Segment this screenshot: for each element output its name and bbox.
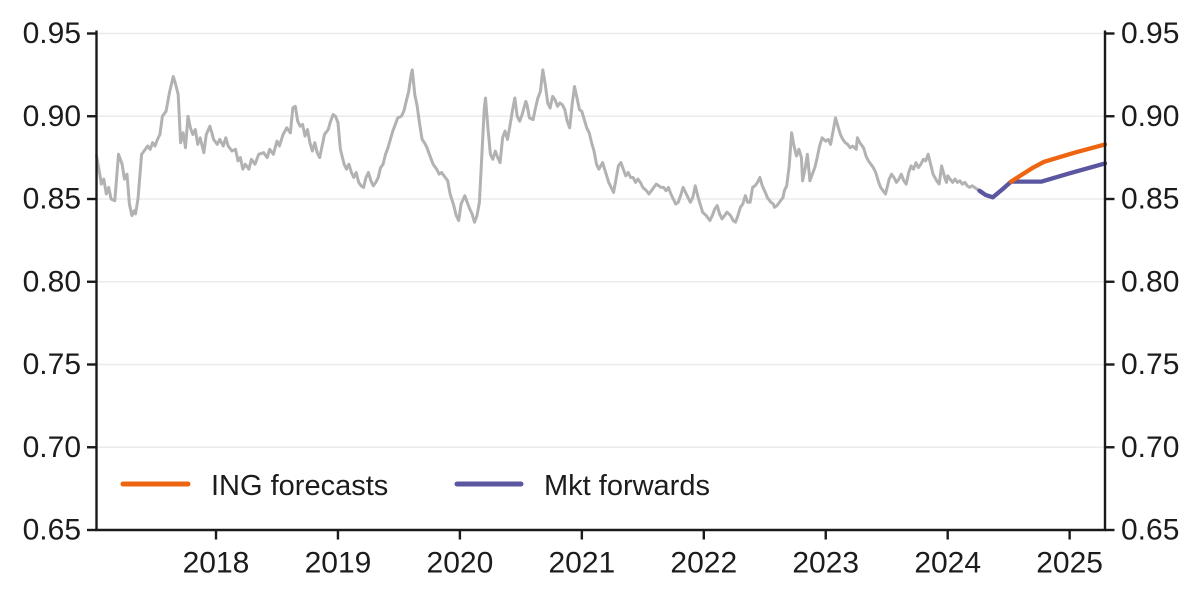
y-tick-label-right: 0.65: [1121, 514, 1179, 547]
legend-label-ing-forecasts: ING forecasts: [211, 470, 388, 502]
x-tick-label: 2023: [792, 547, 859, 580]
data-series: [95, 68, 1108, 224]
y-tick-label-right: 0.70: [1121, 431, 1179, 464]
axes: [87, 30, 1115, 540]
y-tick-label-right: 0.85: [1121, 183, 1179, 216]
y-tick-label-right: 0.80: [1121, 265, 1179, 298]
y-tick-label-right: 0.95: [1121, 17, 1179, 50]
ing-forecast-line: [1008, 142, 1108, 184]
y-tick-label-right: 0.90: [1121, 100, 1179, 133]
tick-labels: 0.65 0.65 0.70 0.70 0.75 0.75 0.80 0.80 0.85 0.85…: [23, 17, 1180, 580]
y-tick-label-left: 0.90: [23, 100, 81, 133]
legend-label-mkt-forwards: Mkt forwards: [544, 470, 710, 502]
x-tick-label: 2018: [183, 547, 250, 580]
y-tick-label-left: 0.85: [23, 183, 81, 216]
x-tick-label: 2024: [914, 547, 981, 580]
y-tick-label-left: 0.75: [23, 348, 81, 381]
gridlines: [96, 32, 1105, 448]
y-tick-label-left: 0.70: [23, 431, 81, 464]
mkt-forwards-line: [977, 161, 1108, 200]
legend: ING forecasts Mkt forwards: [120, 470, 710, 502]
x-tick-label: 2021: [548, 547, 615, 580]
x-tick-label: 2020: [427, 547, 494, 580]
y-tick-label-right: 0.75: [1121, 348, 1179, 381]
x-tick-label: 2025: [1036, 547, 1103, 580]
y-tick-label-left: 0.95: [23, 17, 81, 50]
y-tick-label-left: 0.80: [23, 265, 81, 298]
x-tick-label: 2019: [305, 547, 372, 580]
history-line: [95, 68, 981, 224]
y-tick-label-left: 0.65: [23, 514, 81, 547]
x-tick-label: 2022: [670, 547, 737, 580]
